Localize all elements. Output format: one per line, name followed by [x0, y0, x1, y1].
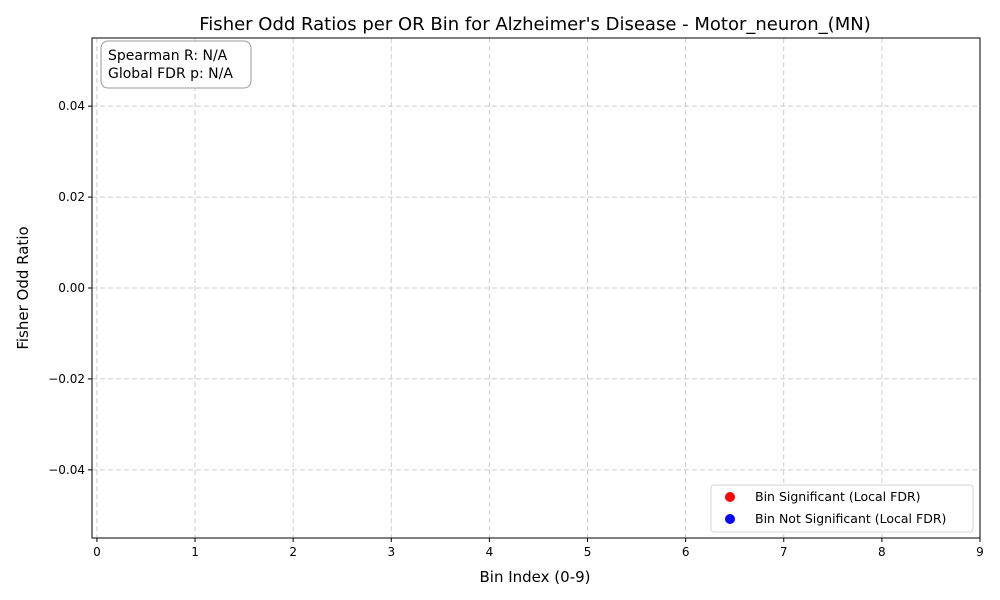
x-axis-title: Bin Index (0-9)	[480, 568, 591, 586]
legend-label-significant: Bin Significant (Local FDR)	[755, 489, 921, 504]
chart-title: Fisher Odd Ratios per OR Bin for Alzheim…	[199, 14, 870, 35]
y-tick-label: 0.00	[58, 281, 85, 295]
legend-label-not-significant: Bin Not Significant (Local FDR)	[755, 511, 946, 526]
x-tick-label: 5	[584, 545, 592, 559]
x-tick-label: 2	[289, 545, 297, 559]
x-tick-label: 1	[191, 545, 199, 559]
x-tick-label: 6	[682, 545, 690, 559]
y-tick-label: −0.04	[48, 463, 85, 477]
y-axis-ticks: 0.04 0.02 0.00 −0.02 −0.04	[48, 99, 92, 477]
legend-box	[710, 484, 974, 533]
y-tick-label: −0.02	[48, 372, 85, 386]
x-tick-label: 9	[976, 545, 984, 559]
legend-marker-significant	[725, 492, 735, 502]
spearman-text: Spearman R: N/A	[108, 48, 228, 64]
legend-marker-not-significant	[725, 514, 735, 524]
stats-box	[100, 40, 252, 89]
x-tick-label: 7	[780, 545, 788, 559]
y-gridlines	[92, 105, 980, 471]
stats-annotation: Spearman R: N/A Global FDR p: N/A	[100, 40, 252, 89]
x-axis-ticks: 0 1 2 3 4 5 6 7 8 9	[93, 538, 984, 559]
y-tick-label: 0.04	[58, 99, 85, 113]
y-tick-label: 0.02	[58, 190, 85, 204]
x-tick-label: 4	[486, 545, 494, 559]
y-axis-title: Fisher Odd Ratio	[14, 226, 32, 349]
x-tick-label: 0	[93, 545, 101, 559]
legend: Bin Significant (Local FDR) Bin Not Sign…	[710, 484, 974, 533]
x-tick-label: 8	[878, 545, 886, 559]
x-tick-label: 3	[387, 545, 395, 559]
fdr-text: Global FDR p: N/A	[108, 66, 233, 82]
